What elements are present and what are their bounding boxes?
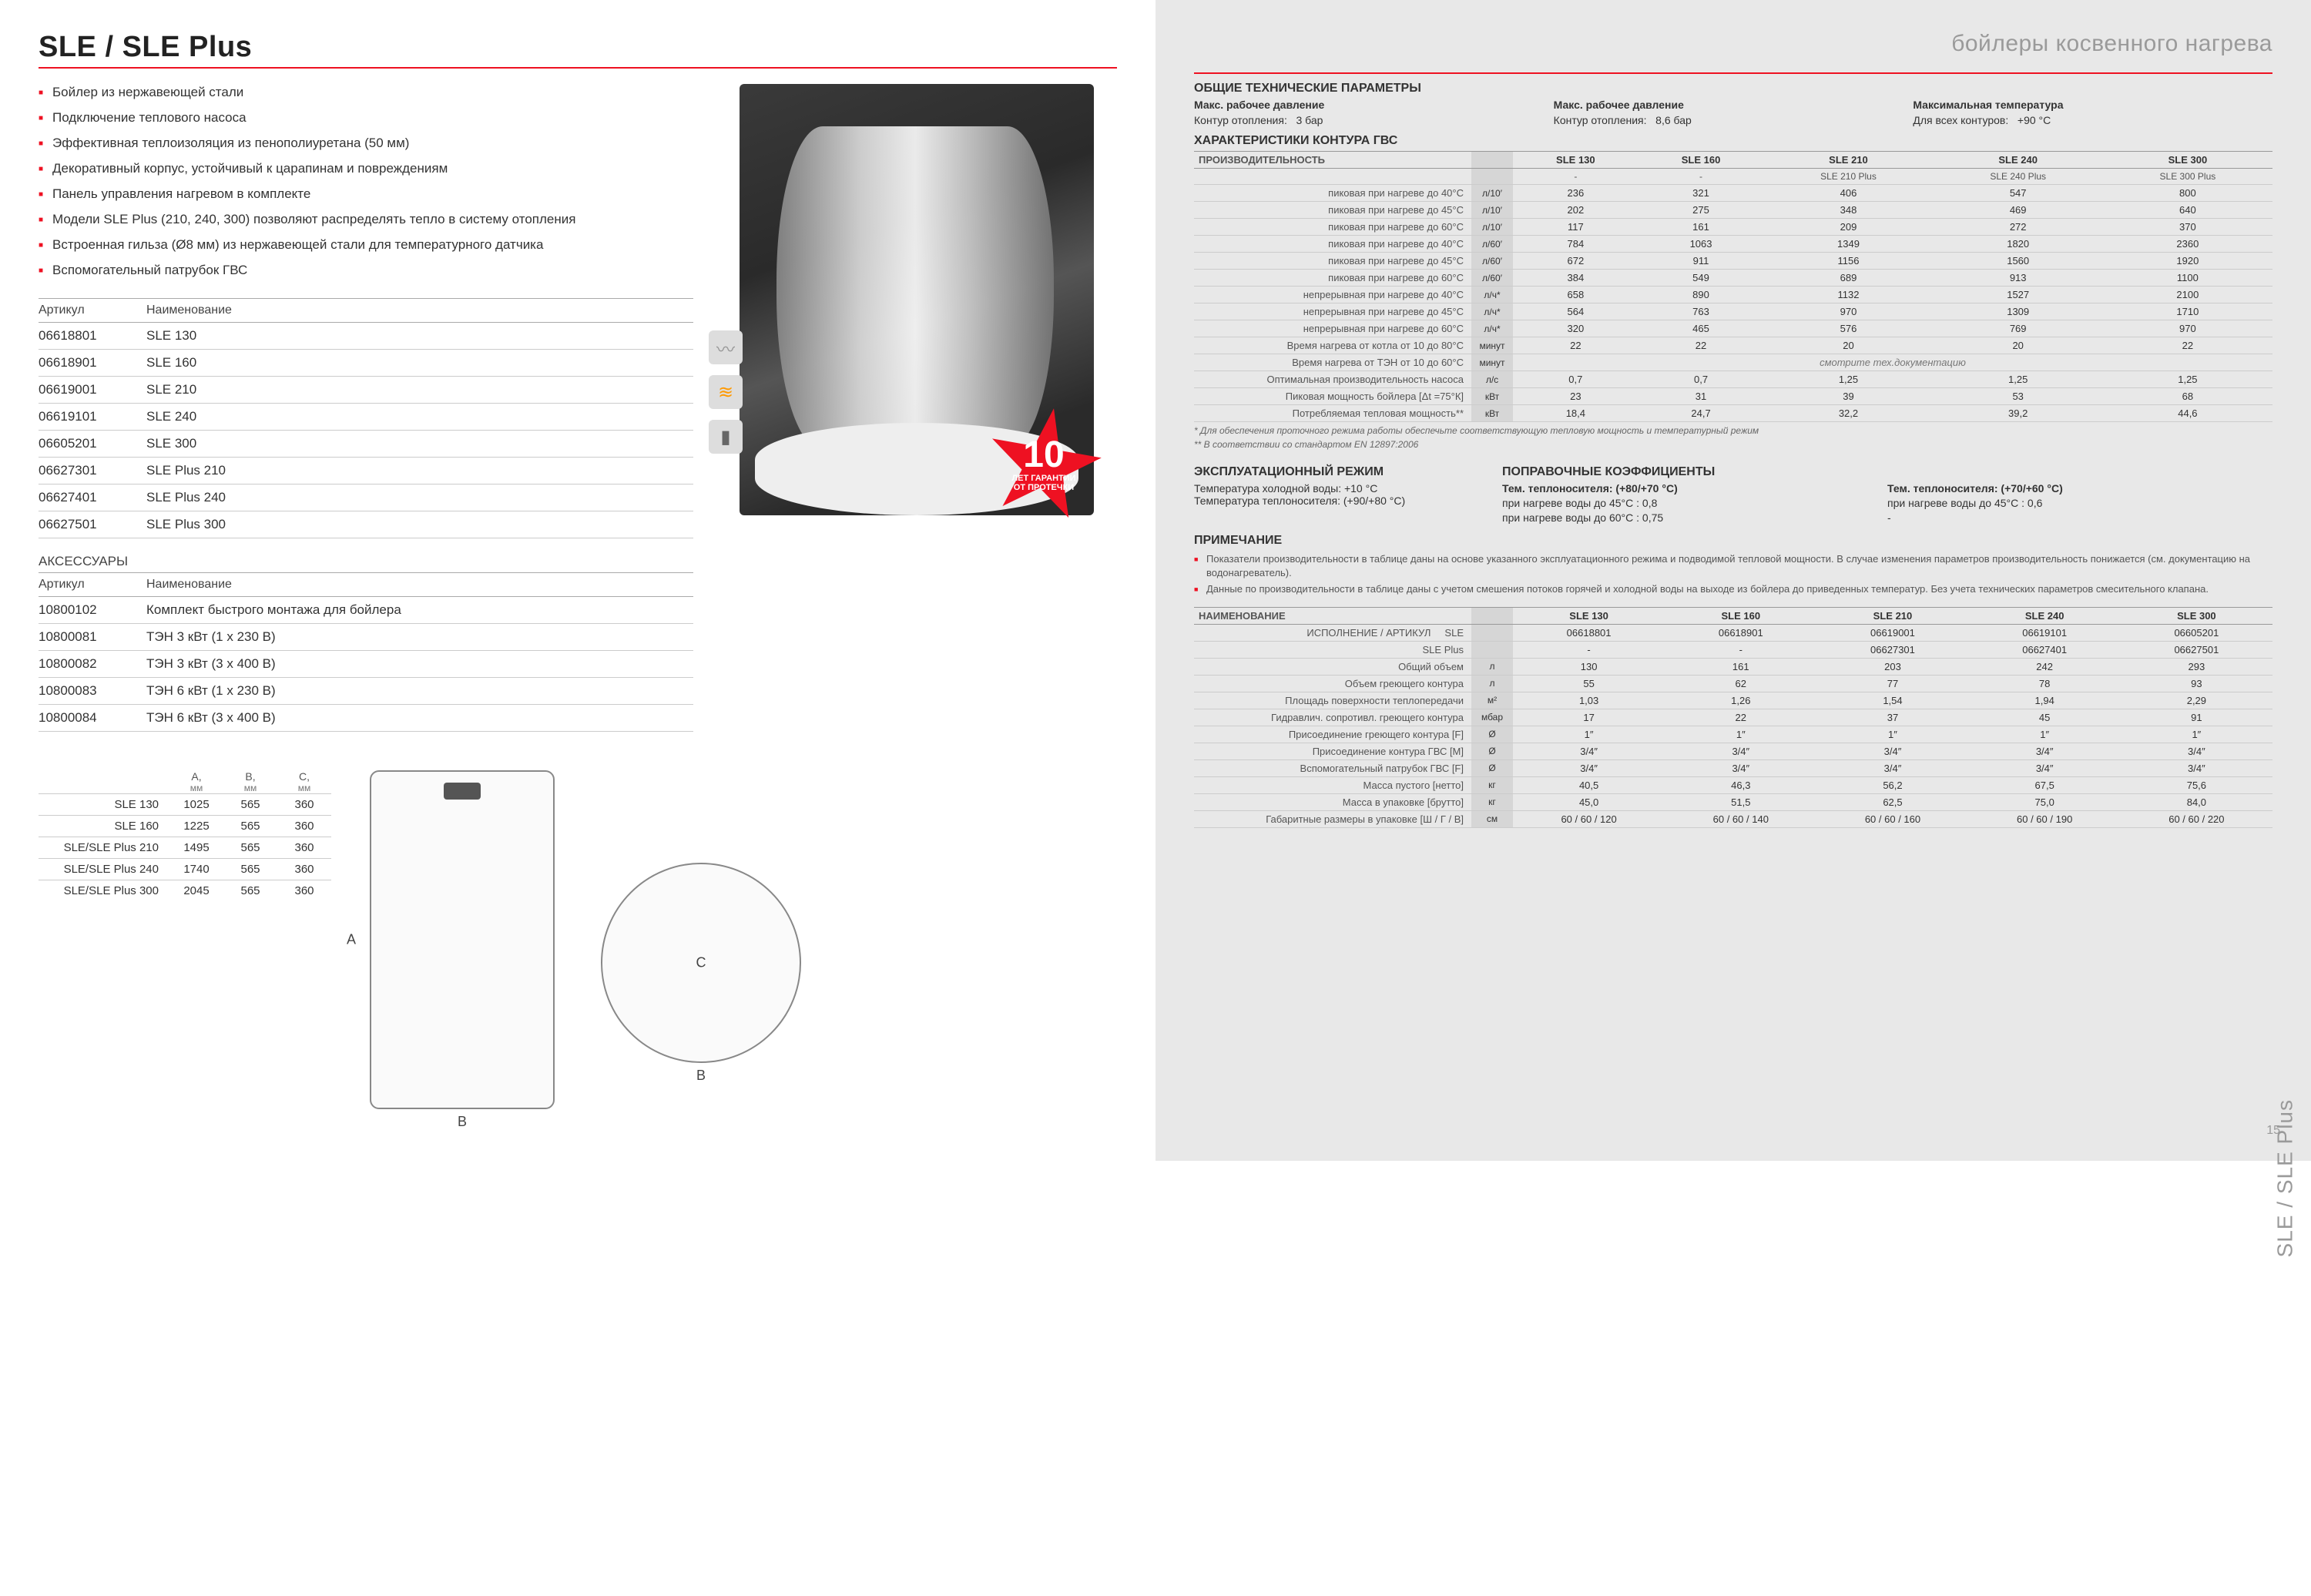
drawing-front: A (370, 770, 555, 1109)
table-row: Объем греющего контурал5562777893 (1194, 675, 2272, 692)
page-right: бойлеры косвенного нагрева ОБЩИЕ ТЕХНИЧЕ… (1156, 0, 2311, 1161)
table-row: Масса в упаковке [брутто]кг45,051,562,57… (1194, 793, 2272, 810)
table-row: 06627501SLE Plus 300 (39, 511, 693, 538)
page-left: SLE / SLE Plus Бойлер из нержавеющей ста… (0, 0, 1156, 1161)
table-row: Общий объемл130161203242293 (1194, 658, 2272, 675)
table-row: SLE/SLE Plus 2401740565360 (39, 858, 331, 880)
feature-item: Встроенная гильза (Ø8 мм) из нержавеющей… (39, 236, 693, 254)
characteristics-title: ХАРАКТЕРИСТИКИ КОНТУРА ГВС (1194, 134, 2272, 148)
dimension-drawings: A B C B (370, 770, 801, 1130)
specs-table: НАИМЕНОВАНИЕ SLE 130SLE 160SLE 210SLE 24… (1194, 607, 2272, 828)
table-row: 10800084ТЭН 6 кВт (3 х 400 В) (39, 705, 693, 732)
feature-item: Эффективная теплоизоляция из пенополиуре… (39, 135, 693, 153)
table-row: 06619101SLE 240 (39, 404, 693, 431)
table-row: пиковая при нагреве до 45°Сл/10′20227534… (1194, 202, 2272, 219)
note-item: Данные по производительности в таблице д… (1194, 582, 2272, 596)
accessories-title: АКСЕССУАРЫ (39, 554, 693, 569)
table-row: Площадь поверхности теплопередачим²1,031… (1194, 692, 2272, 709)
table-row: Вспомогательный патрубок ГВС [F]Ø3/4″3/4… (1194, 759, 2272, 776)
page-number: 15 (2266, 1124, 2280, 1138)
side-label: SLE / SLE Plus (2272, 1099, 2297, 1257)
table-row: непрерывная при нагреве до 40°Сл/ч*65889… (1194, 287, 2272, 303)
notice-title: ПРИМЕЧАНИЕ (1194, 534, 2272, 548)
table-row: пиковая при нагреве до 60°Сл/60′38454968… (1194, 270, 2272, 287)
table-row: Оптимальная производительность насосал/с… (1194, 371, 2272, 388)
table-row: SLE 1301025565360 (39, 793, 331, 815)
warranty-badge: 10 ЛЕТ ГАРАНТИИОТ ПРОТЕЧКИ (986, 407, 1102, 523)
feature-item: Панель управления нагревом в комплекте (39, 186, 693, 203)
articles-header: Артикул Наименование (39, 298, 693, 323)
table-row: пиковая при нагреве до 60°Сл/10′11716120… (1194, 219, 2272, 236)
table-row: непрерывная при нагреве до 45°Сл/ч*56476… (1194, 303, 2272, 320)
table-row: SLE/SLE Plus 2101495565360 (39, 837, 331, 858)
table-row: пиковая при нагреве до 40°Сл/60′78410631… (1194, 236, 2272, 253)
product-image-area: 〰 ≋ ▮ 10 ЛЕТ ГАРАНТИИОТ ПРОТЕЧКИ (716, 84, 1117, 747)
table-row: Масса пустого [нетто]кг40,546,356,267,57… (1194, 776, 2272, 793)
note-item: Показатели производительности в таблице … (1194, 552, 2272, 579)
performance-table: ПРОИЗВОДИТЕЛЬНОСТЬ SLE 130SLE 160SLE 210… (1194, 151, 2272, 422)
feature-item: Подключение теплового насоса (39, 109, 693, 127)
operation-mode-title: ЭКСПЛУАТАЦИОННЫЙ РЕЖИМ (1194, 465, 1471, 479)
feature-item: Вспомогательный патрубок ГВС (39, 262, 693, 280)
feature-item: Модели SLE Plus (210, 240, 300) позволяю… (39, 211, 693, 229)
feature-item: Декоративный корпус, устойчивый к царапи… (39, 160, 693, 178)
category-title: бойлеры косвенного нагрева (1194, 31, 2272, 57)
general-params-values: Контур отопления: 3 барКонтур отопления:… (1194, 114, 2272, 126)
table-row: 06618901SLE 160 (39, 350, 693, 377)
table-row: Потребляемая тепловая мощность**кВт18,42… (1194, 405, 2272, 422)
table-row: SLE/SLE Plus 3002045565360 (39, 880, 331, 901)
table-row: 06618801SLE 130 (39, 323, 693, 350)
coefficients-title: ПОПРАВОЧНЫЕ КОЭФФИЦИЕНТЫ (1502, 465, 2272, 479)
general-params-headers: Макс. рабочее давлениеМакс. рабочее давл… (1194, 99, 2272, 111)
table-row: 10800082ТЭН 3 кВт (3 х 400 В) (39, 651, 693, 678)
general-params-title: ОБЩИЕ ТЕХНИЧЕСКИЕ ПАРАМЕТРЫ (1194, 82, 2272, 96)
footnote-1: * Для обеспечения проточного режима рабо… (1194, 425, 2272, 436)
table-row: Время нагрева от котла от 10 до 80°Смину… (1194, 337, 2272, 354)
table-row: 06627401SLE Plus 240 (39, 484, 693, 511)
table-row: пиковая при нагреве до 45°Сл/60′67291111… (1194, 253, 2272, 270)
table-row: Время нагрева от ТЭН от 10 до 60°Сминутс… (1194, 354, 2272, 371)
table-row: непрерывная при нагреве до 60°Сл/ч*32046… (1194, 320, 2272, 337)
table-row: 06619001SLE 210 (39, 377, 693, 404)
coil-icon: 〰 (709, 330, 743, 364)
table-row: 10800081ТЭН 3 кВт (1 х 230 В) (39, 624, 693, 651)
table-row: Присоединение греющего контура [F]Ø1″1″1… (1194, 726, 2272, 743)
table-row: Присоединение контура ГВС [M]Ø3/4″3/4″3/… (1194, 743, 2272, 759)
table-row: 06627301SLE Plus 210 (39, 458, 693, 484)
accessories-header: Артикул Наименование (39, 572, 693, 597)
table-row: 10800083ТЭН 6 кВт (1 х 230 В) (39, 678, 693, 705)
table-row: 10800102Комплект быстрого монтажа для бо… (39, 597, 693, 624)
table-row: 06605201SLE 300 (39, 431, 693, 458)
drawing-top: C (601, 863, 801, 1063)
dimensions-table: x A, B, C, x мм мм мм SLE 1301025565360S… (39, 770, 331, 901)
accessories-table: 10800102Комплект быстрого монтажа для бо… (39, 597, 693, 732)
articles-table: 06618801SLE 13006618901SLE 16006619001SL… (39, 323, 693, 538)
feature-item: Бойлер из нержавеющей стали (39, 84, 693, 102)
table-row: Пиковая мощность бойлера [Δt =75°К]кВт23… (1194, 388, 2272, 405)
product-image: 〰 ≋ ▮ 10 ЛЕТ ГАРАНТИИОТ ПРОТЕЧКИ (740, 84, 1094, 515)
notes-list: Показатели производительности в таблице … (1194, 552, 2272, 596)
footnote-2: ** В соответствии со стандартом EN 12897… (1194, 439, 2272, 450)
table-row: SLE 1601225565360 (39, 815, 331, 837)
insulation-icon: ▮ (709, 420, 743, 454)
table-row: пиковая при нагреве до 40°Сл/10′23632140… (1194, 185, 2272, 202)
heat-icon: ≋ (709, 375, 743, 409)
product-title: SLE / SLE Plus (39, 31, 252, 64)
feature-icons: 〰 ≋ ▮ (709, 330, 743, 454)
feature-list: Бойлер из нержавеющей стали Подключение т… (39, 84, 693, 280)
table-row: Габаритные размеры в упаковке [Ш / Г / В… (1194, 810, 2272, 827)
table-row: Гидравлич. сопротивл. греющего контурамб… (1194, 709, 2272, 726)
